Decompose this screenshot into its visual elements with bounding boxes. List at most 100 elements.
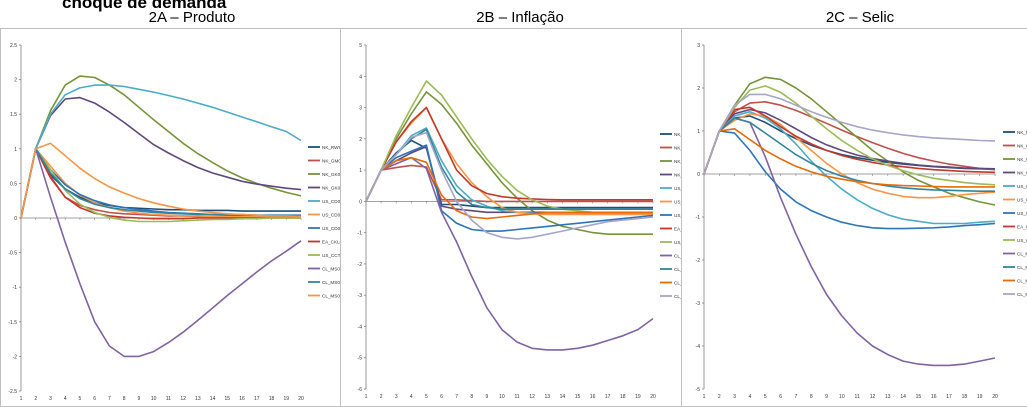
legend-label: NK_RW97 xyxy=(322,145,342,150)
x-tick-label: 3 xyxy=(733,394,736,400)
legend-label: CL_MS07(3) xyxy=(674,280,683,285)
legend-label: NK_GK09(2) xyxy=(1017,170,1027,175)
legend-label: US_CCTW10 xyxy=(674,240,683,245)
x-tick-label: 20 xyxy=(992,394,998,400)
y-tick-label: 3 xyxy=(697,43,700,49)
x-tick-label: 1 xyxy=(703,394,706,400)
x-tick-label: 13 xyxy=(195,396,201,402)
series-line xyxy=(20,96,302,219)
x-tick-label: 10 xyxy=(499,394,505,400)
series-line xyxy=(703,117,995,192)
x-tick-label: 20 xyxy=(298,396,304,402)
y-tick-label: 0.5 xyxy=(10,181,17,187)
y-tick-label: -4 xyxy=(696,344,701,350)
legend-label: US_CCTW10 xyxy=(322,253,342,258)
y-tick-label: -1 xyxy=(696,215,701,221)
x-tick-label: 12 xyxy=(529,394,535,400)
y-tick-label: 2 xyxy=(359,137,362,143)
x-tick-label: 12 xyxy=(180,396,186,402)
x-tick-label: 4 xyxy=(749,394,752,400)
chart-title-produto: 2A – Produto xyxy=(148,9,236,26)
x-tick-label: 10 xyxy=(151,396,157,402)
y-tick-label: -1.5 xyxy=(8,320,17,326)
y-tick-label: 2 xyxy=(697,86,700,92)
y-tick-label: 1 xyxy=(697,129,700,135)
legend-label: US_CD08(3) xyxy=(322,226,342,231)
series-line xyxy=(365,139,653,209)
section-title: choque de demanda xyxy=(62,0,227,12)
series-line xyxy=(703,76,996,206)
legend-label: NK_GM05 xyxy=(322,158,342,163)
legend-label: CL_MS07(1) xyxy=(1017,251,1027,256)
legend-label: US_CD08(2) xyxy=(1017,197,1027,202)
series-line xyxy=(703,85,996,186)
legend-label: CL_MS07(2) xyxy=(322,280,342,285)
legend-label: US_CD08(3) xyxy=(1017,211,1027,216)
x-tick-label: 6 xyxy=(93,396,96,402)
x-tick-label: 5 xyxy=(425,394,428,400)
legend-label: NK_GK09(2) xyxy=(674,172,683,177)
y-tick-label: -0.5 xyxy=(8,251,17,257)
x-tick-label: 1 xyxy=(365,394,368,400)
legend-label: EA_CKL09 xyxy=(1017,224,1027,229)
x-tick-label: 5 xyxy=(79,396,82,402)
y-tick-label: -5 xyxy=(696,387,701,393)
series-line xyxy=(365,80,653,214)
x-tick-label: 19 xyxy=(977,394,983,400)
x-tick-label: 9 xyxy=(138,396,141,402)
legend-label: US_CCTW10 xyxy=(1017,238,1027,243)
x-tick-label: 2 xyxy=(380,394,383,400)
x-tick-label: 11 xyxy=(166,396,171,402)
y-tick-label: -3 xyxy=(696,301,701,307)
legend-label: CL_MS07(3) xyxy=(1017,278,1027,283)
legend-label: US_CD08(2) xyxy=(322,212,342,217)
legend-label: NK_RW97 xyxy=(1017,130,1027,135)
series-line xyxy=(703,108,996,175)
x-tick-label: 20 xyxy=(650,394,656,400)
y-tick-label: -2.5 xyxy=(8,389,17,395)
legend-label: NK_GK09(2) xyxy=(322,185,342,190)
y-tick-label: 3 xyxy=(359,106,362,112)
x-tick-label: 3 xyxy=(395,394,398,400)
legend-label: CL_MS07(1) xyxy=(674,253,683,258)
x-tick-label: 14 xyxy=(900,394,906,400)
y-tick-label: 0 xyxy=(14,216,17,222)
y-tick-label: -1 xyxy=(358,231,363,237)
x-tick-label: 14 xyxy=(210,396,216,402)
series-line xyxy=(365,145,653,214)
x-tick-label: 17 xyxy=(946,394,952,400)
x-tick-label: 18 xyxy=(962,394,968,400)
legend-label: US_CD08(1) xyxy=(1017,184,1027,189)
legend-label: EA_CKL09 xyxy=(322,239,342,244)
x-tick-label: 4 xyxy=(410,394,413,400)
x-tick-label: 12 xyxy=(870,394,876,400)
legend-label: NK_GM05 xyxy=(674,145,683,150)
series-line xyxy=(20,148,301,219)
series-line xyxy=(20,148,301,223)
legend-label: US_CD08(3) xyxy=(674,213,683,218)
x-tick-label: 13 xyxy=(544,394,550,400)
x-tick-label: 14 xyxy=(560,394,566,400)
x-tick-label: 13 xyxy=(885,394,891,400)
y-tick-label: -4 xyxy=(358,324,363,330)
x-tick-label: 2 xyxy=(34,396,37,402)
x-tick-label: 10 xyxy=(839,394,845,400)
series-line xyxy=(703,130,996,230)
legend: NK_RW97 NK_GM05 NK_GK09(1) NK_GK09(2) US_CD0… xyxy=(660,132,683,299)
x-tick-label: 16 xyxy=(931,394,937,400)
series-line xyxy=(703,101,996,175)
series-line xyxy=(365,156,654,351)
x-tick-label: 3 xyxy=(49,396,52,402)
series-line xyxy=(20,148,302,358)
y-tick-label: -1 xyxy=(13,285,18,291)
x-tick-label: 11 xyxy=(855,394,860,400)
legend-label: EA_CKL09 xyxy=(674,226,683,231)
y-tick-label: -2 xyxy=(13,354,18,360)
legend-label: CL_MS07(4) xyxy=(674,294,683,299)
legend-label: US_CD08(1) xyxy=(322,199,342,204)
x-tick-label: 15 xyxy=(225,396,231,402)
x-tick-label: 19 xyxy=(283,396,289,402)
y-tick-label: 5 xyxy=(359,43,362,49)
x-tick-label: 18 xyxy=(620,394,626,400)
